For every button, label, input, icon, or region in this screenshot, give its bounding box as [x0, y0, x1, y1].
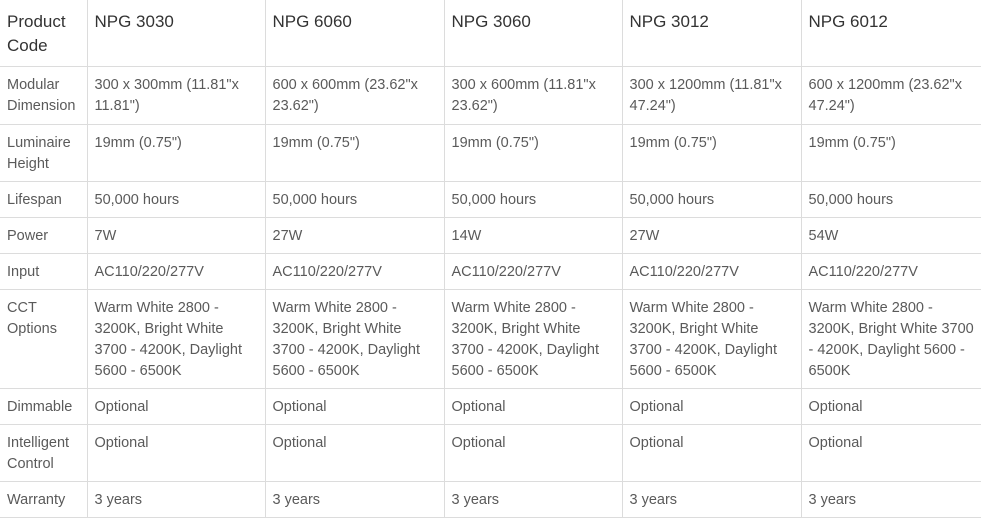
table-cell: 600 x 600mm (23.62"x 23.62") — [264, 65, 445, 125]
product-code-header: NPG 6012 — [800, 0, 981, 67]
table-cell: 300 x 600mm (11.81"x 23.62") — [443, 65, 623, 125]
table-row: Lifespan 50,000 hours 50,000 hours 50,000 h… — [0, 180, 981, 218]
table-cell: 3 years — [443, 480, 623, 518]
table-cell: Optional — [264, 387, 445, 425]
table-row: Input AC110/220/277V AC110/220/277V AC110/2… — [0, 252, 981, 290]
product-code-header: NPG 3012 — [621, 0, 802, 67]
table-cell: Optional — [800, 387, 981, 425]
table-cell: 7W — [86, 216, 266, 254]
table-cell: AC110/220/277V — [621, 252, 802, 290]
table-cell: 3 years — [800, 480, 981, 518]
table-row: Intelligent Control Optional Optional Optio… — [0, 423, 981, 482]
row-label: Intelligent Control — [0, 423, 88, 482]
table-cell: 300 x 1200mm (11.81"x 47.24") — [621, 65, 802, 125]
table-cell: 3 years — [621, 480, 802, 518]
table-row: Power 7W 27W 14W 27W 54W — [0, 216, 981, 254]
row-label: CCT Options — [0, 288, 88, 389]
table-cell: Optional — [443, 387, 623, 425]
row-label: Power — [0, 216, 88, 254]
table-cell: 54W — [800, 216, 981, 254]
table-row: Dimmable Optional Optional Optional Optional… — [0, 387, 981, 425]
table-cell: AC110/220/277V — [800, 252, 981, 290]
table-row: Warranty 3 years 3 years 3 years 3 years 3 ye… — [0, 480, 981, 518]
product-code-header: NPG 3030 — [86, 0, 266, 67]
table-cell: Warm White 2800 - 3200K, Bright White 37… — [443, 288, 623, 389]
table-cell: 50,000 hours — [264, 180, 445, 218]
table-cell: 50,000 hours — [621, 180, 802, 218]
table-cell: Optional — [443, 423, 623, 482]
table-cell: 27W — [621, 216, 802, 254]
table-cell: Optional — [264, 423, 445, 482]
table-cell: 50,000 hours — [800, 180, 981, 218]
table-cell: 50,000 hours — [443, 180, 623, 218]
table-cell: Warm White 2800 - 3200K, Bright White 37… — [86, 288, 266, 389]
table-cell: Optional — [86, 387, 266, 425]
table-cell: 14W — [443, 216, 623, 254]
table-cell: 50,000 hours — [86, 180, 266, 218]
row-label: Warranty — [0, 480, 88, 518]
table-cell: AC110/220/277V — [264, 252, 445, 290]
table-cell: AC110/220/277V — [443, 252, 623, 290]
table-cell: Optional — [621, 423, 802, 482]
row-label: Lifespan — [0, 180, 88, 218]
header-label: Product Code — [0, 0, 88, 67]
table-cell: 19mm (0.75") — [264, 123, 445, 182]
table-cell: AC110/220/277V — [86, 252, 266, 290]
table-cell: 3 years — [264, 480, 445, 518]
table-cell: Optional — [800, 423, 981, 482]
table-row: Luminaire Height 19mm (0.75") 19mm (0.75")… — [0, 123, 981, 182]
table-cell: Warm White 2800 - 3200K, Bright White 37… — [264, 288, 445, 389]
header-row: Product Code NPG 3030 NPG 6060 NPG 3060 NPG … — [0, 0, 981, 67]
table-cell: 19mm (0.75") — [86, 123, 266, 182]
table-cell: Warm White 2800 - 3200K, Bright White 37… — [800, 288, 981, 389]
table-cell: 19mm (0.75") — [800, 123, 981, 182]
product-code-header: NPG 6060 — [264, 0, 445, 67]
table-cell: 19mm (0.75") — [443, 123, 623, 182]
table-cell: Warm White 2800 - 3200K, Bright White 37… — [621, 288, 802, 389]
table-cell: 3 years — [86, 480, 266, 518]
table-cell: Optional — [86, 423, 266, 482]
row-label: Input — [0, 252, 88, 290]
row-label: Modular Dimension — [0, 65, 88, 125]
table-row: Modular Dimension 300 x 300mm (11.81"x 11… — [0, 65, 981, 125]
table-cell: 27W — [264, 216, 445, 254]
table-cell: 19mm (0.75") — [621, 123, 802, 182]
product-code-header: NPG 3060 — [443, 0, 623, 67]
row-label: Luminaire Height — [0, 123, 88, 182]
table-cell: Optional — [621, 387, 802, 425]
table-cell: 300 x 300mm (11.81"x 11.81") — [86, 65, 266, 125]
table-cell: 600 x 1200mm (23.62"x 47.24") — [800, 65, 981, 125]
row-label: Dimmable — [0, 387, 88, 425]
table-row: CCT Options Warm White 2800 - 3200K, Brig… — [0, 288, 981, 389]
